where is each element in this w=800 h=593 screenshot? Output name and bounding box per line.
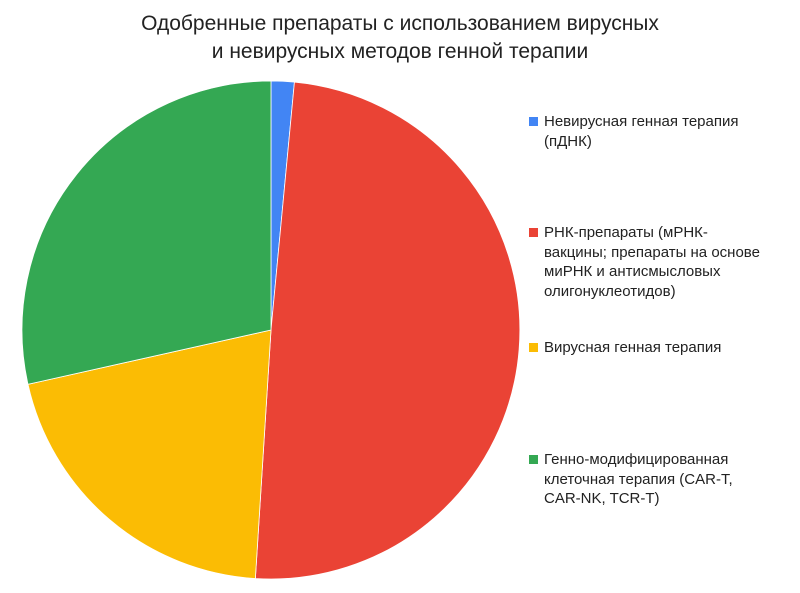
legend-label-line: клеточная терапия (CAR-T,	[544, 470, 733, 488]
legend-swatch	[529, 455, 538, 464]
legend-label-line: Невирусная генная терапия	[544, 113, 739, 130]
chart-title-line-1: Одобренные препараты с использованием ви…	[141, 12, 659, 35]
legend-swatch	[529, 228, 538, 237]
legend-label-line: вакцины; препараты на основе	[544, 243, 760, 261]
legend-swatch	[529, 117, 538, 126]
legend-label-line: РНК-препараты (мРНК-	[544, 224, 708, 241]
chart-title-line-2: и невирусных методов генной терапии	[211, 40, 589, 63]
legend-label-line: (пДНК)	[544, 132, 592, 150]
legend-label: РНК-препараты (мРНК-вакцины; препараты н…	[544, 223, 794, 301]
legend-label: Вирусная генная терапия	[544, 338, 794, 358]
pie-slice-viral	[27, 329, 272, 579]
pie-slice-cell-therapy	[21, 80, 272, 385]
legend-label-line: олигонуклеотидов)	[544, 282, 676, 300]
legend-label-line: Генно-модифицированная	[544, 451, 729, 468]
legend-label: Генно-модифицированная клеточная терапия …	[544, 450, 794, 509]
legend-label-line: CAR-NK, TCR-T)	[544, 490, 660, 507]
legend-label-line: миРНК и антисмысловых	[544, 263, 721, 280]
legend-label-line: Вирусная генная терапия	[544, 339, 722, 356]
legend-swatch	[529, 343, 538, 352]
pie-slice-rna	[254, 81, 521, 580]
legend-label: Невирусная генная терапия (пДНК)	[544, 112, 794, 151]
chart-title: Одобренные препараты с использованием ви…	[0, 10, 800, 66]
